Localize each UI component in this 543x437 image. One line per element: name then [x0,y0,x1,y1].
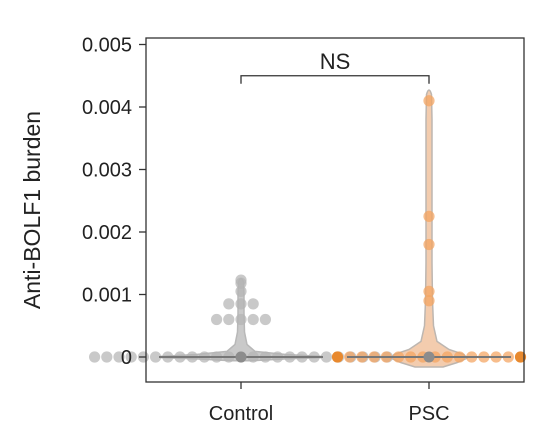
point-psc [423,285,435,297]
point-control [211,313,223,326]
y-tick-label: 0.004 [82,97,132,119]
y-tick-label: 0 [121,347,132,369]
point-control [247,313,259,326]
significance-bracket [240,75,430,84]
point-control [101,351,113,363]
x-tick-label-psc: PSC [408,403,449,425]
point-control [223,313,235,326]
y-tick-label: 0.003 [82,160,132,182]
significance-annotation: NS [240,49,430,84]
point-control [235,285,247,297]
point-psc [423,295,435,307]
plot-frame [145,37,525,383]
median-marker-psc [423,351,435,363]
point-control [235,274,247,286]
point-psc [423,95,435,107]
point-control [150,351,162,363]
y-tick-label: 0.005 [82,35,132,57]
point-control [235,313,247,326]
violin-psc [389,89,469,368]
point-psc [331,351,344,363]
data-points [89,95,527,363]
point-psc [423,238,435,251]
point-control [223,298,235,310]
point-control [89,351,101,363]
x-axis: Control PSC [209,382,450,425]
y-axis: 0 0.001 0.002 0.003 0.004 0.005 [82,35,146,369]
significance-label: NS [320,49,351,74]
point-control [113,351,125,363]
median-lines [159,351,511,363]
point-control [259,313,271,326]
violins [160,89,469,368]
point-control [247,298,259,310]
point-psc [514,351,527,363]
median-marker-control [235,351,247,363]
y-tick-label: 0.002 [82,222,132,244]
point-psc [423,210,435,222]
x-tick-label-control: Control [209,403,273,425]
y-tick-label: 0.001 [82,285,132,307]
point-control [125,351,137,363]
y-axis-label: Anti-BOLF1 burden [19,111,45,309]
point-control [320,351,332,363]
point-control [235,298,247,310]
